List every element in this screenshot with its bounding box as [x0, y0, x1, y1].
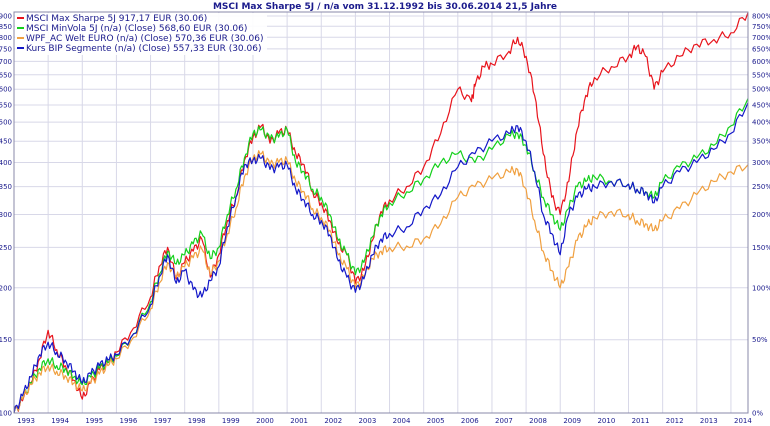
legend-entry: MSCI Max Sharpe 5J 917,17 EUR (30.06)	[26, 14, 207, 24]
y-right-tick-label: 150%	[752, 244, 770, 252]
y-left-tick-label: 750	[0, 45, 12, 53]
series-line	[13, 12, 749, 414]
y-left-tick-label: 150	[0, 336, 12, 344]
y-right-tick-label: 350%	[752, 138, 770, 146]
y-right-tick-label: 100%	[752, 284, 770, 292]
x-tick-label: 2001	[290, 417, 308, 425]
x-tick-label: 1997	[154, 417, 172, 425]
y-right-tick-label: 500%	[752, 86, 770, 94]
x-tick-label: 2008	[529, 417, 547, 425]
x-tick-label: 2011	[632, 417, 650, 425]
series-line	[13, 102, 749, 414]
y-left-tick-label: 200	[0, 284, 12, 292]
y-right-tick-label: 600%	[752, 58, 770, 66]
x-tick-label: 1999	[222, 417, 240, 425]
y-right-tick-label: 300%	[752, 159, 770, 167]
series-lines	[13, 12, 749, 414]
x-tick-label: 2006	[461, 417, 479, 425]
grid	[13, 12, 748, 414]
y-right-tick-label: 400%	[752, 119, 770, 127]
y-right-tick-label: 700%	[752, 34, 770, 42]
legend-entry: Kurs BIP Segmente (n/a) (Close) 557,33 E…	[26, 44, 262, 54]
y-left-tick-label: 450	[0, 138, 12, 146]
x-tick-label: 2009	[563, 417, 581, 425]
x-tick-label: 1993	[17, 417, 35, 425]
x-tick-label: 1995	[85, 417, 103, 425]
x-tick-label: 2014	[734, 417, 752, 425]
y-axis-right: 0% 50% 100% 150% 200% 250% 300% 350% 400% 450% 500…	[752, 12, 770, 417]
x-tick-label: 2007	[495, 417, 513, 425]
legend-box	[15, 13, 267, 55]
series-line	[13, 98, 749, 414]
y-right-tick-label: 450%	[752, 101, 770, 109]
y-left-tick-label: 300	[0, 211, 12, 219]
y-right-tick-label: 50%	[752, 336, 768, 344]
legend: MSCI Max Sharpe 5J 917,17 EUR (30.06)MSC…	[15, 13, 267, 55]
x-tick-label: 2013	[700, 417, 718, 425]
x-tick-label: 2003	[358, 417, 376, 425]
x-tick-label: 2012	[666, 417, 684, 425]
y-left-tick-label: 600	[0, 86, 12, 94]
y-left-tick-label: 250	[0, 244, 12, 252]
x-tick-label: 1998	[188, 417, 206, 425]
x-tick-label: 1994	[51, 417, 69, 425]
chart-title: MSCI Max Sharpe 5J / n/a vom 31.12.1992 …	[213, 2, 557, 12]
y-right-tick-label: 750%	[752, 23, 770, 31]
y-right-tick-label: 250%	[752, 183, 770, 191]
series-line	[13, 150, 749, 414]
y-left-tick-label: 650	[0, 71, 12, 79]
y-right-tick-label: 800%	[752, 12, 770, 20]
y-left-tick-label: 900	[0, 12, 12, 20]
y-left-tick-label: 800	[0, 34, 12, 42]
y-left-tick-label: 350	[0, 183, 12, 191]
y-left-tick-label: 700	[0, 58, 12, 66]
y-axis-left: 100 150 200 250 300 350 400 450 500 550 600 650 700 7…	[0, 12, 12, 417]
x-tick-label: 2010	[597, 417, 615, 425]
x-tick-label: 2000	[256, 417, 274, 425]
y-left-tick-label: 550	[0, 101, 12, 109]
x-tick-label: 1996	[120, 417, 138, 425]
plot-frame	[13, 11, 749, 414]
y-right-tick-label: 200%	[752, 211, 770, 219]
x-tick-label: 2005	[427, 417, 445, 425]
x-axis: 1993 1994 1995 1996 1997 1998 1999 2000 2001 2002…	[17, 417, 752, 425]
y-left-tick-label: 850	[0, 23, 12, 31]
legend-entry: MSCI MinVola 5J (n/a) (Close) 568,60 EUR…	[26, 24, 247, 34]
x-tick-label: 2004	[393, 417, 411, 425]
y-left-tick-label: 100	[0, 410, 12, 418]
x-tick-label: 2002	[324, 417, 342, 425]
y-left-tick-label: 500	[0, 119, 12, 127]
y-right-tick-label: 550%	[752, 71, 770, 79]
legend-entry: WPF_AC Welt EURO (n/a) (Close) 570,36 EU…	[26, 34, 263, 44]
y-right-tick-label: 0%	[752, 410, 763, 418]
y-left-tick-label: 400	[0, 159, 12, 167]
y-right-tick-label: 650%	[752, 45, 770, 53]
